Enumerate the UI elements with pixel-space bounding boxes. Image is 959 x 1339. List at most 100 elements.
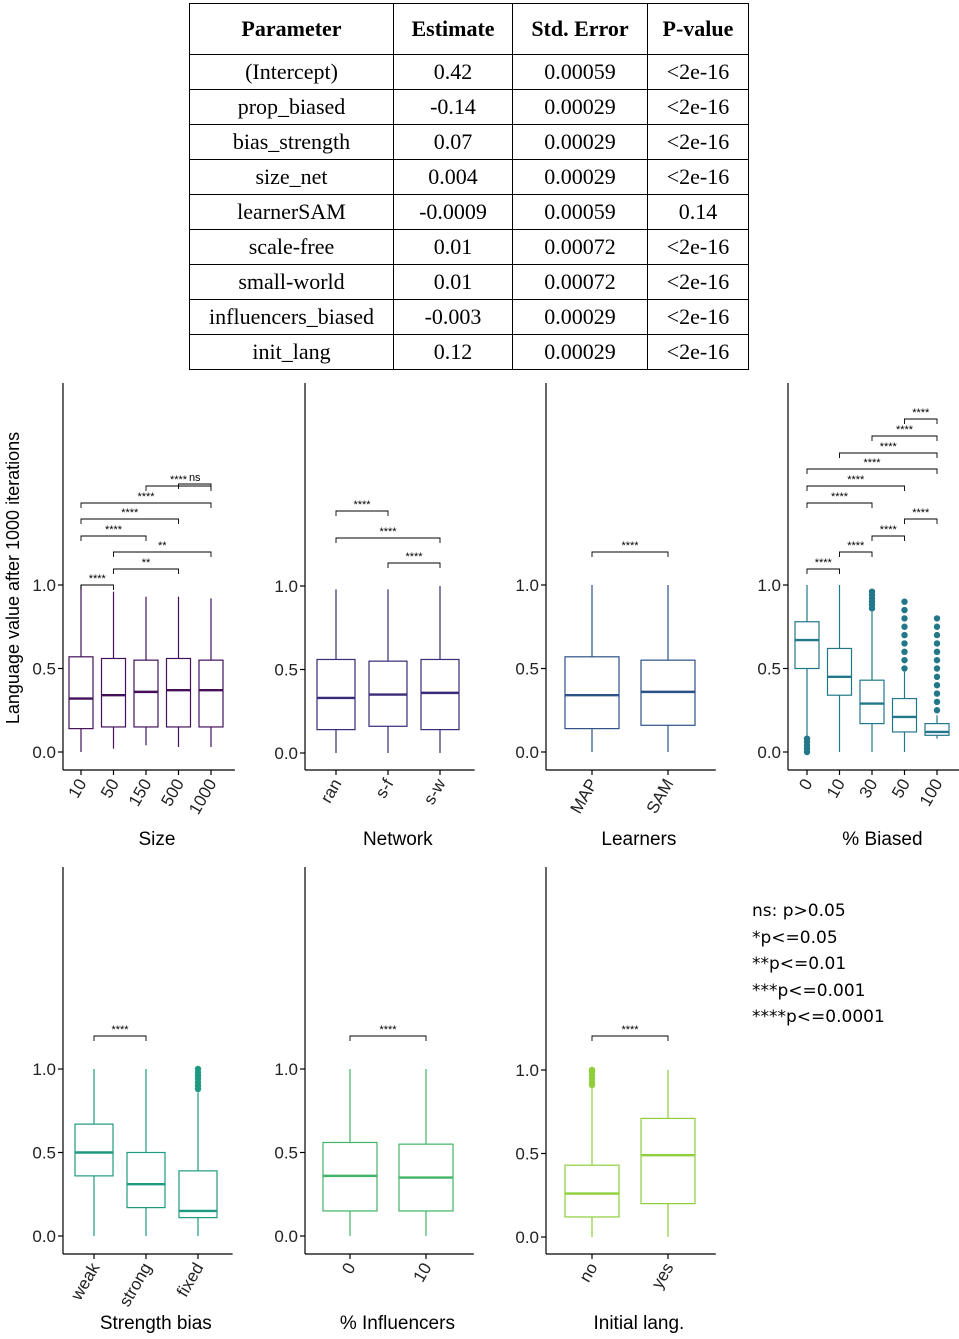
bracket-line [591, 1035, 669, 1041]
x-axis-title: Network [363, 829, 433, 850]
outlier-point [803, 735, 811, 742]
x-axis-title: Initial lang. [593, 1313, 684, 1334]
x-tick-label: 0 [795, 776, 816, 794]
significance-legend: ns: p>0.05 *p<=0.05 **p<=0.01 ***p<=0.00… [752, 898, 885, 1031]
box-MAP [564, 585, 620, 752]
bracket-line [178, 483, 212, 489]
x-tick-label: s-f [372, 775, 398, 801]
cell-p-value: <2e-16 [647, 264, 749, 300]
significance-label: **** [111, 1024, 129, 1036]
coefficient-table: Parameter Estimate Std. Error P-value (I… [189, 3, 749, 370]
significance-bracket: **** [387, 551, 441, 568]
table-row: prop_biased -0.14 0.00029 <2e-16 [189, 89, 749, 125]
x-tick-label: strong [115, 1260, 155, 1310]
boxplot-panel-1: 0.00.51.010 50 150 5001000*****************… [32, 383, 235, 850]
table-row: influencers_biased -0.003 0.00029 <2e-16 [189, 299, 749, 335]
bracket-line [904, 418, 938, 424]
y-tick-label: 0.5 [274, 661, 298, 680]
outlier-point [933, 631, 941, 639]
y-tick-label: 1.0 [515, 576, 539, 595]
outlier-point [901, 665, 908, 672]
box-SAM [640, 585, 696, 752]
box-fixed [178, 1065, 218, 1236]
bracket-line [591, 551, 669, 557]
significance-label: ** [158, 540, 167, 552]
significance-label: **** [379, 1024, 397, 1036]
outlier-point [933, 707, 941, 714]
outlier-point [933, 665, 941, 672]
significance-bracket: **** [871, 524, 905, 541]
bracket-line [93, 1035, 147, 1041]
box-iqr [891, 697, 918, 733]
bracket-line [806, 468, 938, 474]
significance-label: **** [831, 491, 849, 503]
box-iqr [133, 659, 159, 728]
outlier-point [588, 1066, 596, 1074]
x-tick-label: 10 [410, 1260, 436, 1286]
bracket-line [80, 518, 179, 524]
box-100 [924, 615, 950, 739]
y-tick-label: 0.5 [32, 660, 56, 679]
significance-bracket: **** [806, 457, 938, 474]
box-iqr [316, 658, 356, 731]
significance-bracket: **** [904, 407, 938, 424]
y-tick-label: 0.0 [32, 1227, 56, 1246]
bracket-line [335, 537, 441, 543]
x-axis-title: % Biased [842, 829, 922, 850]
boxplot-panel-6: 0.0 0.5 1.0 0 10 **** % Influencers [274, 867, 474, 1334]
x-tick-label: weak [67, 1259, 104, 1304]
cell-p-value: <2e-16 [647, 54, 749, 90]
box-yes [640, 1070, 696, 1237]
cell-p-value: <2e-16 [647, 124, 749, 160]
significance-bracket: **** [335, 526, 441, 543]
box-iqr [420, 658, 460, 731]
y-tick-label: 1.0 [32, 1060, 56, 1079]
x-tick-label: fixed [173, 1260, 207, 1301]
box-s-w [420, 586, 460, 753]
box-1000 [198, 598, 224, 747]
y-tick-label: 1.0 [274, 1060, 298, 1079]
box-iqr [859, 679, 885, 725]
outlier-point [901, 631, 908, 639]
boxplot-panel-7: 0.0 0.5 1.0 no yes **** Initial lang. [515, 867, 716, 1334]
significance-bracket: **** [80, 524, 147, 541]
significance-bracket: **** [904, 507, 938, 524]
outlier-point [194, 1065, 202, 1073]
y-tick-label: 0.5 [757, 660, 781, 679]
significance-label: ns [189, 472, 201, 484]
bracket-line [871, 435, 938, 441]
significance-label: **** [880, 524, 898, 536]
significance-label: **** [621, 1024, 639, 1036]
y-tick-label: 0.0 [274, 744, 298, 763]
box-iqr [126, 1151, 166, 1209]
significance-bracket: **** [591, 540, 669, 557]
outlier-point [933, 690, 941, 697]
x-tick-label: 10 [65, 776, 91, 802]
table-row: init_lang 0.12 0.00029 <2e-16 [189, 334, 749, 370]
significance-bracket: ** [113, 557, 179, 574]
x-tick-label: 50 [888, 776, 914, 802]
cell-estimate: -0.14 [393, 89, 513, 125]
significance-label: **** [105, 524, 123, 536]
box-iqr [924, 723, 950, 736]
cell-estimate: -0.003 [393, 299, 513, 335]
box-iqr [826, 647, 853, 696]
y-tick-label: 0.0 [32, 743, 56, 762]
significance-bracket: **** [591, 1024, 669, 1041]
cell-p-value: 0.14 [647, 194, 749, 230]
outlier-point [933, 615, 941, 622]
table-row: size_net 0.004 0.00029 <2e-16 [189, 159, 749, 195]
y-tick-label: 0.0 [515, 743, 539, 762]
x-tick-label: SAM [643, 776, 678, 817]
significance-label: **** [847, 474, 865, 486]
cell-p-value: <2e-16 [647, 159, 749, 195]
y-tick-label: 0.0 [515, 1228, 539, 1247]
significance-bracket: ns [178, 472, 212, 489]
box-50 [100, 591, 127, 749]
cell-std-error: 0.00059 [512, 194, 648, 230]
cell-p-value: <2e-16 [647, 229, 749, 265]
outlier-point [901, 598, 908, 605]
bracket-line [904, 518, 938, 524]
box-iqr [794, 621, 820, 670]
